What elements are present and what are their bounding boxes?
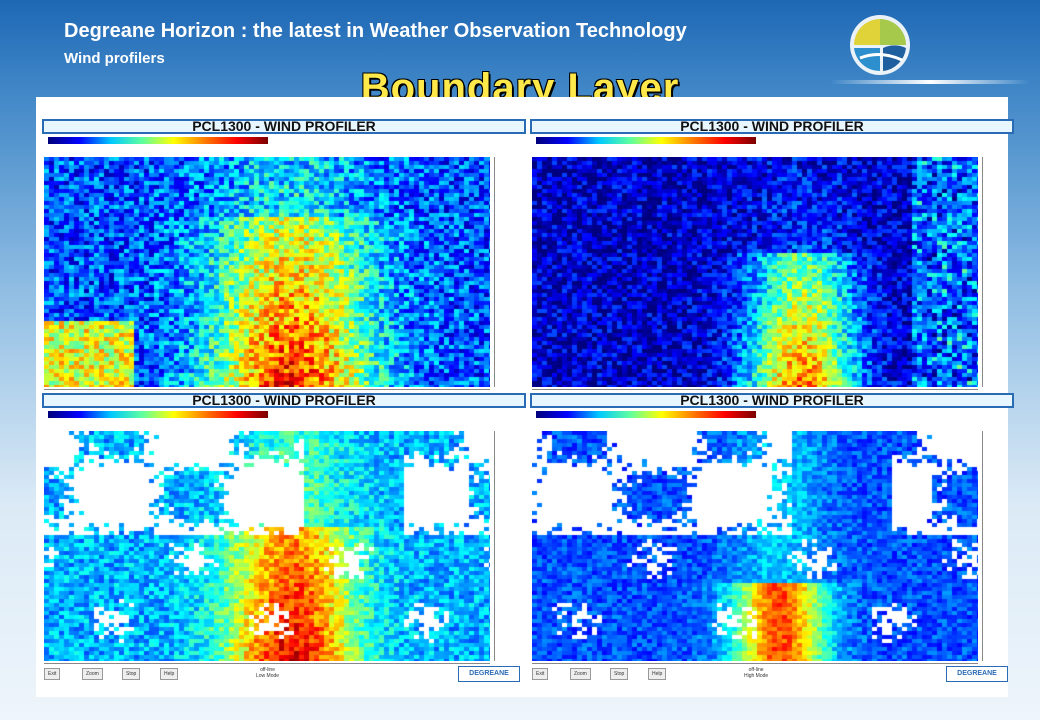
altitude-axis <box>494 157 519 387</box>
help-button[interactable]: Help <box>160 668 179 680</box>
color-scale-bar <box>48 137 268 144</box>
wind-profiler-panel: PCL1300 - WIND PROFILER Exit Zoom Stop H… <box>526 393 1014 682</box>
header-title: Degreane Horizon : the latest in Weather… <box>64 20 687 42</box>
panel-title: PCL1300 - WIND PROFILER <box>42 119 526 134</box>
time-axis <box>44 389 490 400</box>
altitude-axis <box>982 157 1007 387</box>
wind-profiler-panel: PCL1300 - WIND PROFILER <box>526 119 1014 404</box>
time-axis <box>532 389 978 400</box>
color-scale-bar <box>536 411 756 418</box>
altitude-axis <box>494 431 519 661</box>
wind-profile-plot[interactable] <box>44 157 490 387</box>
wind-profile-plot[interactable] <box>44 431 490 661</box>
help-button[interactable]: Help <box>648 668 667 680</box>
scale-ticks <box>536 419 976 427</box>
wind-profiler-panel: PCL1300 - WIND PROFILER <box>38 119 526 404</box>
panel-title: PCL1300 - WIND PROFILER <box>530 119 1014 134</box>
stop-button[interactable]: Stop <box>610 668 629 680</box>
header-divider <box>830 80 1030 84</box>
slide-header: Degreane Horizon : the latest in Weather… <box>0 0 1040 100</box>
mode-value: High Mode <box>744 673 769 679</box>
exit-button[interactable]: Exit <box>44 668 61 680</box>
wind-profile-plot[interactable] <box>532 157 978 387</box>
altitude-axis <box>982 431 1007 661</box>
degreane-brand-logo: DEGREANE <box>458 666 520 682</box>
panel-title: PCL1300 - WIND PROFILER <box>42 393 526 408</box>
time-axis <box>532 663 978 674</box>
mode-label: off-line High Mode <box>744 667 768 679</box>
zoom-button[interactable]: Zoom <box>570 668 591 680</box>
degreane-brand-logo: DEGREANE <box>946 666 1008 682</box>
zoom-button[interactable]: Zoom <box>82 668 103 680</box>
offline-label: off-line <box>260 667 275 673</box>
scale-ticks <box>536 145 976 153</box>
color-scale-bar <box>48 411 268 418</box>
mode-label: off-line Low Mode <box>256 667 279 679</box>
header-subtitle: Wind profilers <box>64 50 165 67</box>
panel-title: PCL1300 - WIND PROFILER <box>530 393 1014 408</box>
scale-ticks <box>48 145 488 153</box>
profiler-board: PCL1300 - WIND PROFILER PCL1300 - WIND P… <box>36 97 1014 697</box>
time-axis <box>44 663 490 674</box>
degreane-logo-icon <box>850 15 910 75</box>
exit-button[interactable]: Exit <box>532 668 549 680</box>
scale-ticks <box>48 419 488 427</box>
control-bar: Exit Zoom Stop Help off-line Low Mode DE… <box>38 664 526 684</box>
wind-profiler-panel: PCL1300 - WIND PROFILER Exit Zoom Stop H… <box>38 393 526 682</box>
stop-button[interactable]: Stop <box>122 668 141 680</box>
control-bar: Exit Zoom Stop Help off-line High Mode D… <box>526 664 1014 684</box>
offline-label: off-line <box>748 667 764 673</box>
wind-profile-plot[interactable] <box>532 431 978 661</box>
mode-value: Low Mode <box>256 673 280 679</box>
color-scale-bar <box>536 137 756 144</box>
